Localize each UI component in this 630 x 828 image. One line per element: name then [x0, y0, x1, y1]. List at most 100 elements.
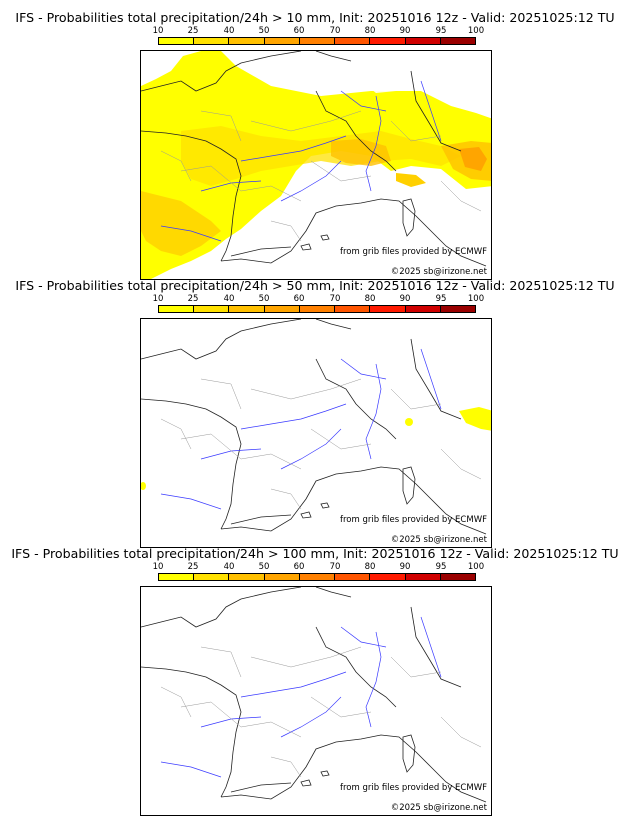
legend-tick: 40 [223, 26, 235, 36]
legend-swatch [370, 306, 406, 312]
legend-swatch [405, 574, 441, 580]
legend-tick: 25 [187, 294, 199, 304]
legend-swatch [335, 306, 371, 312]
map: from grib files provided by ECMWF ©2025 … [140, 318, 492, 548]
coastline [141, 319, 487, 535]
map-graphic [141, 587, 487, 803]
legend-tick: 95 [435, 26, 447, 36]
legend-labels: 10 25 40 50 60 70 80 90 95 100 [153, 562, 485, 572]
island-outline [300, 234, 330, 251]
legend-swatch [370, 574, 406, 580]
precip-probability-areas [141, 407, 491, 490]
legend-colorbar [158, 305, 476, 313]
country-borders [230, 70, 462, 257]
legend-swatch [229, 574, 265, 580]
legend-tick: 50 [258, 562, 270, 572]
legend-swatch [264, 574, 300, 580]
legend-tick: 25 [187, 26, 199, 36]
legend-swatch [194, 306, 230, 312]
regional-boundaries [160, 110, 482, 242]
legend-swatch [159, 306, 195, 312]
panel-50mm: IFS - Probabilities total precipitation/… [0, 278, 630, 548]
legend-tick: 50 [258, 26, 270, 36]
precip-probability-areas [141, 51, 491, 279]
legend-tick: 10 [152, 26, 164, 36]
legend-tick: 90 [399, 294, 411, 304]
legend-tick: 80 [364, 294, 376, 304]
legend-swatch [440, 38, 475, 44]
regional-boundaries [160, 646, 482, 778]
coastline [141, 51, 487, 267]
rivers [160, 80, 442, 242]
legend-swatch [299, 306, 336, 312]
legend-swatch [229, 306, 265, 312]
legend-tick: 10 [152, 562, 164, 572]
legend-tick: 100 [467, 294, 485, 304]
legend-swatch [440, 574, 475, 580]
legend-tick: 40 [223, 294, 235, 304]
legend-tick: 60 [293, 562, 305, 572]
panel-10mm: IFS - Probabilities total precipitation/… [0, 10, 630, 280]
legend-swatch [405, 38, 441, 44]
panel-100mm: IFS - Probabilities total precipitation/… [0, 546, 630, 816]
legend-tick: 80 [364, 562, 376, 572]
legend-swatch [264, 38, 300, 44]
legend-tick: 60 [293, 294, 305, 304]
legend-tick: 80 [364, 26, 376, 36]
legend-labels: 10 25 40 50 60 70 80 90 95 100 [153, 294, 485, 304]
source-credit: from grib files provided by ECMWF [340, 783, 487, 793]
legend-swatch [299, 38, 336, 44]
legend-tick: 40 [223, 562, 235, 572]
sea-area [271, 199, 491, 279]
legend-swatch [264, 306, 300, 312]
panel-title: IFS - Probabilities total precipitation/… [11, 546, 619, 561]
legend-tick: 50 [258, 294, 270, 304]
map: from grib files provided by ECMWF ©2025 … [140, 50, 492, 280]
legend-colorbar [158, 573, 476, 581]
legend-tick: 70 [329, 26, 341, 36]
island-outline [402, 466, 416, 505]
legend-tick: 100 [467, 562, 485, 572]
legend-colorbar [158, 37, 476, 45]
country-borders [230, 338, 462, 525]
legend-swatch [440, 306, 475, 312]
legend-tick: 95 [435, 562, 447, 572]
legend-swatch [405, 306, 441, 312]
island-outline [402, 734, 416, 773]
rivers [160, 616, 442, 778]
panel-title: IFS - Probabilities total precipitation/… [15, 10, 615, 25]
legend-swatch [194, 38, 230, 44]
copyright-credit: ©2025 sb@irizone.net [390, 267, 487, 277]
map-graphic [141, 51, 491, 279]
legend-tick: 10 [152, 294, 164, 304]
island-outline [300, 502, 330, 519]
legend-tick: 25 [187, 562, 199, 572]
rivers [160, 348, 442, 510]
legend-tick: 95 [435, 294, 447, 304]
regional-boundaries [160, 378, 482, 510]
legend-tick: 100 [467, 26, 485, 36]
island-outline [402, 198, 416, 237]
source-credit: from grib files provided by ECMWF [340, 515, 487, 525]
legend-swatch [370, 38, 406, 44]
legend-tick: 90 [399, 26, 411, 36]
map: from grib files provided by ECMWF ©2025 … [140, 586, 492, 816]
coastline [141, 587, 487, 803]
panel-title: IFS - Probabilities total precipitation/… [15, 278, 615, 293]
legend-swatch [159, 38, 195, 44]
island-outline [300, 770, 330, 787]
legend-tick: 90 [399, 562, 411, 572]
map-graphic [141, 319, 491, 535]
legend-swatch [159, 574, 195, 580]
legend-tick: 60 [293, 26, 305, 36]
legend-swatch [299, 574, 336, 580]
copyright-credit: ©2025 sb@irizone.net [390, 535, 487, 545]
legend-tick: 70 [329, 562, 341, 572]
legend-tick: 70 [329, 294, 341, 304]
legend-swatch [229, 38, 265, 44]
country-borders [230, 606, 462, 793]
source-credit: from grib files provided by ECMWF [340, 247, 487, 257]
legend-swatch [335, 574, 371, 580]
legend-swatch [335, 38, 371, 44]
legend-labels: 10 25 40 50 60 70 80 90 95 100 [153, 26, 485, 36]
